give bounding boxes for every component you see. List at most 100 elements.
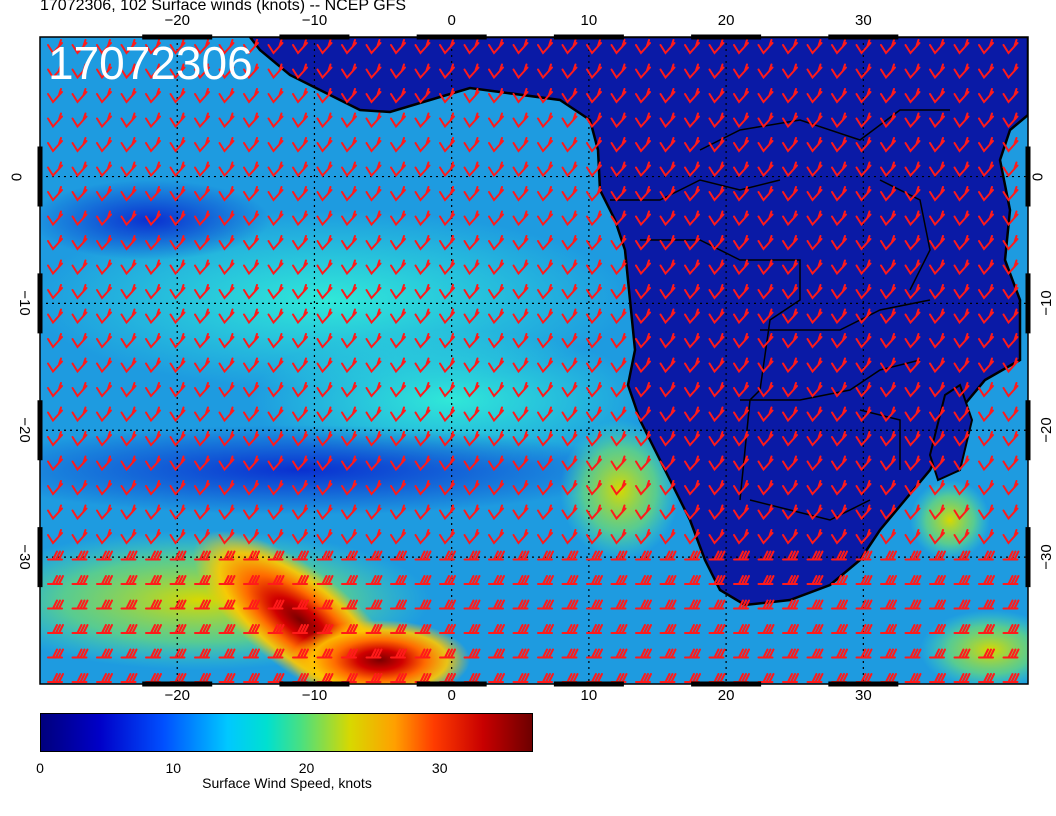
wind-barb: [610, 575, 628, 585]
wind-barb: [831, 575, 848, 585]
wind-barb: [561, 357, 578, 374]
wind-barb: [512, 210, 529, 227]
wind-barb: [169, 259, 186, 276]
wind-barb: [365, 137, 382, 153]
wind-barb: [390, 673, 407, 683]
wind-barb: [561, 550, 579, 561]
wind-barb: [292, 480, 308, 496]
wind-barb: [831, 39, 847, 55]
wind-barb: [904, 186, 921, 202]
wind-barb: [855, 284, 872, 300]
wind-barb: [537, 504, 553, 521]
wind-barb: [782, 308, 798, 325]
axis-tick-marks: [37, 34, 1031, 687]
wind-barb: [145, 186, 161, 202]
wind-barb: [243, 308, 259, 325]
wind-barb: [390, 137, 406, 153]
wind-barb: [537, 112, 553, 129]
wind-barb: [488, 161, 504, 178]
wind-barb: [978, 550, 995, 561]
wind-barb: [929, 63, 945, 80]
wind-barb: [561, 529, 578, 545]
wind-barb: [71, 599, 89, 610]
wind-barb: [243, 406, 259, 423]
wind-barb: [169, 39, 186, 55]
wind-barb: [120, 455, 137, 472]
wind-barb: [880, 333, 896, 349]
wind-barb: [120, 624, 138, 634]
wind-barb: [47, 529, 63, 545]
wind-barb: [243, 88, 259, 104]
wind-barb: [390, 648, 407, 659]
wind-barb: [610, 648, 628, 659]
wind-barb: [757, 504, 774, 521]
wind-barb: [414, 308, 431, 325]
wind-barb: [194, 284, 210, 300]
wind-barb: [953, 39, 970, 55]
wind-barb: [806, 63, 823, 80]
wind-barb: [243, 284, 259, 300]
wind-barb: [390, 308, 406, 325]
wind-barb: [953, 210, 970, 227]
wind-barb: [561, 504, 578, 521]
wind-barb: [488, 308, 504, 325]
wind-barb: [512, 235, 529, 251]
wind-barb: [463, 648, 481, 659]
wind-barb: [145, 112, 161, 129]
wind-barb: [929, 599, 946, 610]
wind-barb: [439, 63, 455, 80]
wind-barb: [194, 161, 210, 178]
wind-barb: [831, 210, 847, 227]
wind-barb: [757, 210, 774, 227]
wind-barb: [708, 186, 725, 202]
wind-barb: [439, 357, 455, 374]
wind-barb: [341, 210, 357, 227]
wind-barb: [365, 284, 382, 300]
wind-barb: [561, 599, 579, 610]
wind-barb: [635, 648, 652, 659]
wind-barb: [218, 624, 236, 634]
wind-barb: [782, 186, 798, 202]
wind-barb: [341, 431, 357, 447]
wind-barb: [708, 431, 725, 447]
wind-barb: [733, 529, 749, 545]
wind-barb: [806, 259, 823, 276]
wind-barb: [218, 406, 235, 423]
wind-barb: [929, 529, 945, 545]
wind-barb: [169, 480, 186, 496]
wind-barb: [47, 186, 63, 202]
wind-barb: [561, 308, 578, 325]
wind-barb: [1002, 648, 1020, 659]
wind-barb: [831, 599, 848, 610]
wind-barb: [733, 431, 749, 447]
wind-barb: [537, 550, 554, 561]
wind-barb: [708, 357, 725, 374]
wind-barb: [929, 406, 945, 423]
wind-barb: [169, 333, 186, 349]
wind-barb: [586, 357, 602, 374]
wind-barb: [561, 648, 579, 659]
wind-barb: [659, 39, 676, 55]
wind-barb: [929, 455, 945, 472]
wind-barb: [365, 63, 382, 80]
wind-barb: [145, 39, 161, 55]
country-borders: [610, 109, 950, 521]
wind-barb: [463, 210, 480, 227]
wind-barb: [194, 235, 210, 251]
wind-barb: [880, 648, 897, 659]
wind-barb: [414, 161, 431, 178]
wind-barb: [684, 599, 701, 610]
wind-barb: [120, 648, 138, 659]
wind-barb: [316, 39, 333, 55]
colorbar-tick-label: 20: [298, 760, 315, 776]
wind-barb: [708, 550, 726, 561]
wind-barb: [488, 575, 505, 585]
wind-barb: [782, 63, 798, 80]
wind-barb: [439, 284, 455, 300]
wind-barb: [904, 431, 921, 447]
wind-barb: [194, 431, 210, 447]
wind-barb: [218, 480, 235, 496]
wind-barb: [855, 333, 872, 349]
wind-barb: [243, 599, 260, 610]
wind-barb: [316, 575, 334, 585]
